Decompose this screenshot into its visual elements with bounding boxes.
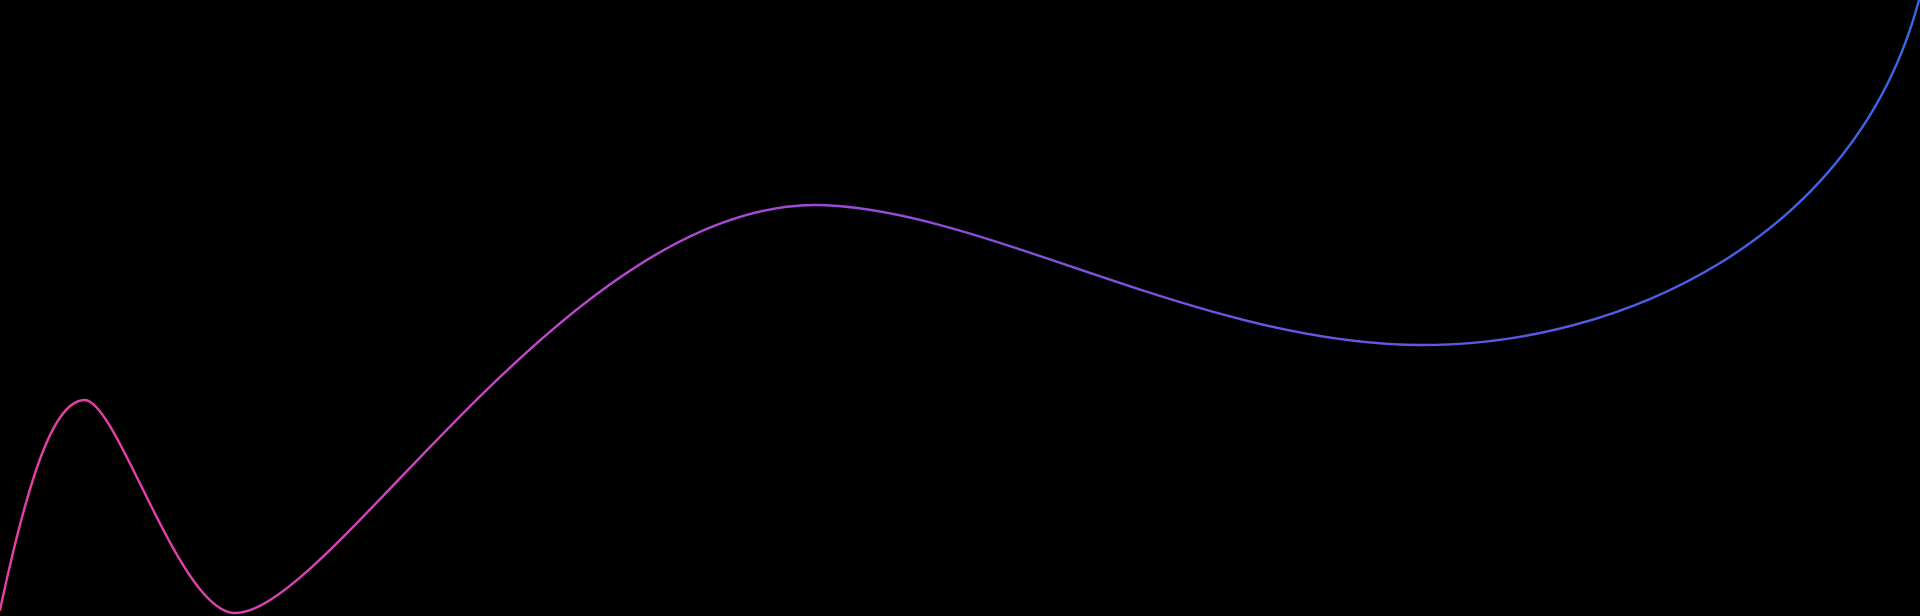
function-curve-line: [0, 0, 1920, 615]
black-background-canvas: [0, 0, 1920, 616]
curve-plot: [0, 0, 1920, 615]
